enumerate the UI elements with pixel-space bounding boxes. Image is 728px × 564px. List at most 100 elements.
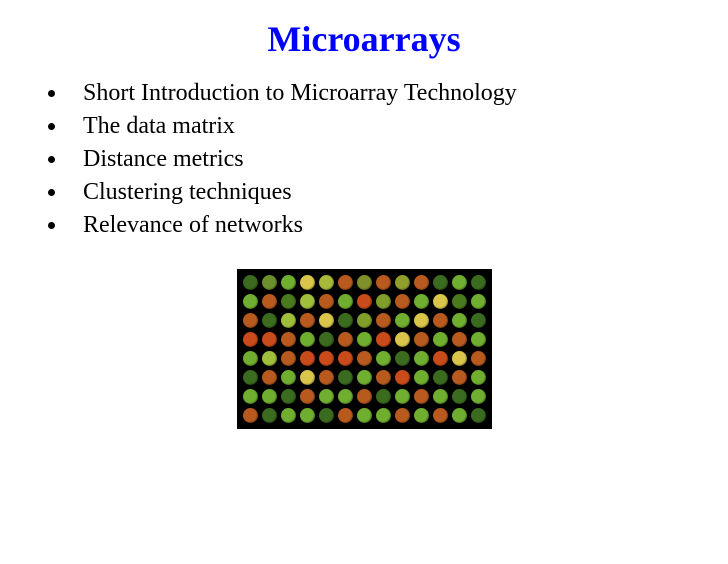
bullet-icon xyxy=(48,189,55,196)
microarray-spot xyxy=(452,332,467,347)
bullet-list: Short Introduction to Microarray Technol… xyxy=(48,80,728,239)
microarray-spot xyxy=(281,389,296,404)
microarray-spot xyxy=(452,313,467,328)
microarray-spot xyxy=(395,408,410,423)
microarray-spot xyxy=(338,389,353,404)
microarray-spot xyxy=(319,332,334,347)
microarray-spot xyxy=(243,313,258,328)
microarray-spot xyxy=(376,370,391,385)
bullet-label: Distance metrics xyxy=(83,146,244,173)
microarray-spot xyxy=(357,370,372,385)
microarray-spot xyxy=(338,294,353,309)
microarray-spot xyxy=(376,408,391,423)
microarray-spot xyxy=(357,275,372,290)
microarray-spot xyxy=(338,275,353,290)
microarray-spot xyxy=(452,275,467,290)
microarray-spot xyxy=(376,313,391,328)
microarray-spot xyxy=(414,313,429,328)
microarray-spot xyxy=(395,370,410,385)
microarray-spot xyxy=(471,332,486,347)
microarray-spot xyxy=(281,294,296,309)
microarray-spot xyxy=(414,332,429,347)
microarray-spot xyxy=(243,408,258,423)
microarray-spot xyxy=(319,313,334,328)
microarray-spot xyxy=(262,351,277,366)
bullet-label: Short Introduction to Microarray Technol… xyxy=(83,80,517,107)
microarray-spot xyxy=(338,313,353,328)
microarray-spot xyxy=(243,389,258,404)
microarray-spot xyxy=(414,370,429,385)
microarray-spot xyxy=(395,332,410,347)
microarray-spot xyxy=(433,408,448,423)
page-title: Microarrays xyxy=(0,18,728,60)
microarray-spot xyxy=(262,370,277,385)
microarray-spot xyxy=(262,294,277,309)
bullet-label: Clustering techniques xyxy=(83,179,292,206)
microarray-spot xyxy=(262,275,277,290)
bullet-icon xyxy=(48,222,55,229)
microarray-spot xyxy=(471,313,486,328)
microarray-spot xyxy=(281,351,296,366)
microarray-spot xyxy=(281,370,296,385)
list-item: Short Introduction to Microarray Technol… xyxy=(48,80,728,107)
microarray-spot xyxy=(471,389,486,404)
microarray-spot xyxy=(433,313,448,328)
microarray-spot xyxy=(281,275,296,290)
microarray-spot xyxy=(319,408,334,423)
microarray-spot xyxy=(262,313,277,328)
microarray-spot xyxy=(452,408,467,423)
microarray-spot xyxy=(338,332,353,347)
microarray-spot xyxy=(433,332,448,347)
microarray-spot xyxy=(452,370,467,385)
microarray-spot xyxy=(414,408,429,423)
microarray-spot xyxy=(300,389,315,404)
microarray-spot xyxy=(395,294,410,309)
microarray-wrap xyxy=(0,269,728,429)
microarray-spot xyxy=(338,351,353,366)
microarray-spot xyxy=(262,389,277,404)
microarray-spot xyxy=(395,351,410,366)
microarray-spot xyxy=(357,351,372,366)
microarray-spot xyxy=(243,370,258,385)
microarray-spot xyxy=(262,332,277,347)
microarray-spot xyxy=(319,275,334,290)
bullet-label: The data matrix xyxy=(83,113,235,140)
microarray-spot xyxy=(300,351,315,366)
microarray-spot xyxy=(376,351,391,366)
microarray-spot xyxy=(281,332,296,347)
microarray-spot xyxy=(319,389,334,404)
microarray-spot xyxy=(300,275,315,290)
microarray-spot xyxy=(357,294,372,309)
microarray-spot xyxy=(395,313,410,328)
microarray-spot xyxy=(357,313,372,328)
bullet-label: Relevance of networks xyxy=(83,212,303,239)
microarray-spot xyxy=(433,370,448,385)
microarray-spot xyxy=(281,313,296,328)
microarray-spot xyxy=(395,275,410,290)
microarray-spot xyxy=(376,332,391,347)
microarray-spot xyxy=(300,370,315,385)
microarray-spot xyxy=(357,332,372,347)
microarray-spot xyxy=(357,408,372,423)
microarray-spot xyxy=(395,389,410,404)
microarray-spot xyxy=(433,275,448,290)
microarray-spot xyxy=(376,389,391,404)
microarray-spot xyxy=(433,389,448,404)
microarray-spot xyxy=(338,370,353,385)
microarray-chip xyxy=(237,269,492,429)
microarray-spot xyxy=(319,294,334,309)
microarray-spot xyxy=(414,351,429,366)
microarray-spot xyxy=(319,351,334,366)
microarray-spot xyxy=(414,294,429,309)
microarray-spot xyxy=(319,370,334,385)
list-item: Clustering techniques xyxy=(48,179,728,206)
microarray-spot xyxy=(300,408,315,423)
microarray-spot xyxy=(300,294,315,309)
bullet-icon xyxy=(48,156,55,163)
microarray-spot xyxy=(243,275,258,290)
microarray-spot xyxy=(281,408,296,423)
microarray-spot xyxy=(357,389,372,404)
microarray-spot xyxy=(243,332,258,347)
microarray-spot xyxy=(471,275,486,290)
microarray-spot xyxy=(262,408,277,423)
